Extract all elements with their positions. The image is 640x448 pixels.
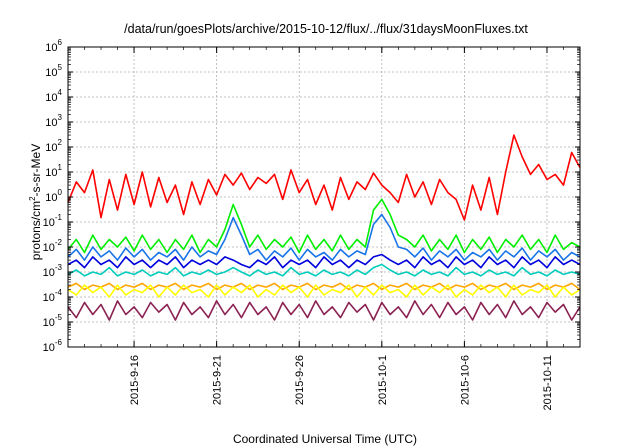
y-tick-exp: 2 — [58, 138, 63, 147]
x-tick-label: 2015-9-16 — [129, 355, 141, 405]
x-axis-label: Coordinated Universal Time (UTC) — [233, 432, 417, 446]
y-tick-label: 10-2 — [43, 238, 63, 254]
y-tick-base: 10 — [45, 167, 57, 179]
y-axis-label-post: -s-sr-MeV — [29, 144, 43, 197]
y-tick-exp: -6 — [55, 338, 63, 347]
y-tick-base: 10 — [43, 267, 55, 279]
y-tick-exp: -3 — [55, 263, 63, 272]
y-tick-labels: 10-610-510-410-310-210-11001011021031041… — [43, 38, 63, 354]
series-line-2 — [67, 198, 581, 254]
y-axis-label-sup: 2 — [28, 196, 37, 201]
chart-title: /data/run/goesPlots/archive/2015-10-12/f… — [124, 22, 528, 36]
y-tick-base: 10 — [45, 67, 57, 79]
y-tick-label: 10-4 — [43, 288, 63, 304]
x-tick-label: 2015-9-21 — [212, 355, 224, 405]
y-tick-base: 10 — [45, 142, 57, 154]
y-tick-label: 10-6 — [43, 338, 63, 354]
y-tick-label: 100 — [45, 188, 62, 204]
y-tick-label: 10-5 — [43, 313, 63, 329]
y-tick-base: 10 — [45, 42, 57, 54]
x-tick-label: 2015-10-11 — [542, 355, 554, 410]
y-tick-base: 10 — [43, 342, 55, 354]
y-tick-label: 10-3 — [43, 263, 63, 279]
series-group — [67, 134, 581, 321]
y-tick-label: 105 — [45, 63, 62, 79]
y-tick-base: 10 — [45, 92, 57, 104]
y-tick-exp: 0 — [58, 188, 63, 197]
y-tick-base: 10 — [45, 117, 57, 129]
y-tick-base: 10 — [43, 292, 55, 304]
y-tick-label: 103 — [45, 113, 62, 129]
y-tick-label: 10-1 — [43, 213, 63, 229]
series-line-8 — [67, 300, 581, 321]
y-tick-label: 102 — [45, 138, 62, 154]
y-axis-label: protons/cm2-s-sr-MeV — [28, 144, 43, 260]
y-tick-exp: 5 — [58, 63, 63, 72]
series-line-3 — [67, 213, 581, 261]
x-tick-labels: 2015-9-16 2015-9-21 2015-9-26 2015-10-1 2015… — [129, 355, 554, 410]
y-tick-base: 10 — [43, 217, 55, 229]
series-line-6 — [67, 282, 581, 291]
y-tick-base: 10 — [43, 242, 55, 254]
y-tick-base: 10 — [45, 192, 57, 204]
x-tick-label: 2015-9-26 — [294, 355, 306, 405]
y-tick-exp: -5 — [55, 313, 63, 322]
y-tick-label: 104 — [45, 88, 62, 104]
x-tick-label: 2015-10-1 — [377, 355, 389, 405]
tick-marks — [67, 46, 581, 348]
y-tick-exp: 1 — [58, 163, 63, 172]
gridlines — [68, 47, 580, 347]
y-tick-exp: 4 — [58, 88, 63, 97]
y-tick-label: 101 — [45, 163, 62, 179]
series-line-4 — [67, 253, 581, 269]
y-tick-base: 10 — [43, 317, 55, 329]
series-line-7 — [67, 284, 581, 298]
x-tick-label: 2015-10-6 — [459, 355, 471, 405]
y-axis-label-pre: protons/cm — [29, 201, 43, 260]
y-tick-exp: -1 — [55, 213, 63, 222]
y-tick-exp: -2 — [55, 238, 63, 247]
y-tick-exp: 3 — [58, 113, 63, 122]
series-line-1 — [67, 134, 581, 221]
y-tick-exp: 6 — [58, 38, 63, 47]
y-tick-label: 106 — [45, 38, 62, 54]
y-tick-exp: -4 — [55, 288, 63, 297]
series-line-5 — [67, 263, 581, 277]
